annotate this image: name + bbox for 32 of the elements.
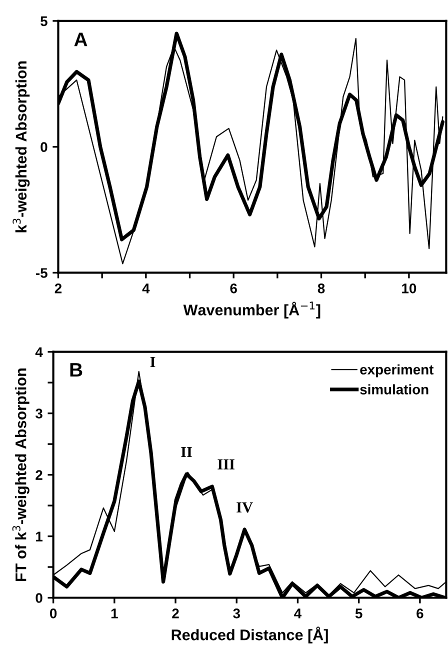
x-tick-label: 2: [172, 608, 179, 618]
x-tick-label: 6: [416, 608, 424, 618]
x-tick-label: 6: [230, 284, 237, 294]
x-tick-label: 4: [294, 608, 302, 618]
y-tick-label: -5: [36, 268, 48, 278]
annotation: I: [150, 356, 156, 367]
x-axis-title: Wavenumber [Å$^{−1}$]: [183, 302, 320, 318]
x-tick-label: 5: [355, 608, 362, 618]
legend-label: experiment: [360, 364, 434, 378]
y-tick-label: 3: [35, 408, 42, 419]
y-tick-label: 0: [40, 142, 48, 152]
x-axis-title: Reduced Distance [Å]: [172, 626, 328, 644]
x-tick-label: 1: [111, 608, 118, 618]
y-tick-label: 5: [40, 16, 48, 26]
annotation: B: [70, 363, 82, 377]
x-tick-label: 10: [402, 284, 416, 294]
legend-label: simulation: [360, 384, 428, 394]
annotation: II: [181, 447, 192, 458]
y-tick-label: 4: [35, 347, 43, 357]
x-tick-label: 8: [318, 284, 325, 294]
y-tick-label: 2: [36, 470, 42, 480]
y-axis-title: FT of k$^{3}$-weighted Absorption: [12, 368, 30, 582]
annotation: III: [218, 459, 234, 470]
x-tick-label: 4: [142, 284, 150, 294]
x-tick-label: 0: [50, 608, 57, 618]
y-tick-label: 0: [36, 593, 42, 603]
x-tick-label: 2: [54, 284, 62, 294]
x-tick-label: 3: [233, 608, 240, 618]
y-tick-label: 1: [36, 532, 43, 542]
y-axis-title: k$^{3}$-weighted Absorption: [12, 61, 30, 232]
annotation: A: [74, 32, 88, 46]
annotation: IV: [236, 502, 253, 513]
